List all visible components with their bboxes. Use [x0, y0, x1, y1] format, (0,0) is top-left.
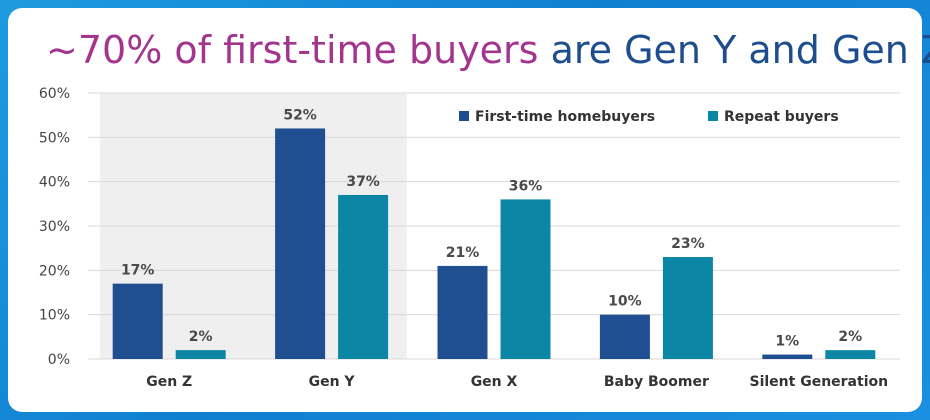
legend-swatch-first-time	[459, 111, 469, 121]
x-tick-label: Silent Generation	[750, 374, 889, 390]
y-tick-label: 40%	[39, 175, 70, 191]
bar-repeat	[338, 194, 389, 359]
y-tick-label: 30%	[39, 219, 70, 235]
x-tick-label: Baby Boomer	[604, 374, 709, 390]
legend-swatch-repeat	[708, 111, 718, 121]
legend-label-repeat: Repeat buyers	[724, 109, 839, 125]
data-label: 21%	[446, 245, 480, 261]
title-rest: are Gen Y and Gen Z	[538, 28, 930, 72]
x-tick-label: Gen Y	[309, 374, 356, 390]
y-tick-label: 20%	[39, 263, 70, 279]
data-label: 37%	[346, 174, 380, 190]
x-tick-label: Gen Z	[146, 374, 192, 390]
y-tick-label: 10%	[39, 308, 70, 324]
bar-first-time	[437, 265, 488, 359]
data-label: 17%	[121, 263, 155, 279]
bar-repeat	[825, 350, 876, 359]
data-label: 2%	[838, 329, 862, 345]
title-highlight: ~70% of first-time buyers	[46, 28, 539, 72]
bar-first-time	[112, 283, 163, 359]
data-label: 23%	[671, 236, 705, 252]
bar-first-time	[599, 314, 650, 359]
chart-title: ~70% of first-time buyers are Gen Y and …	[46, 26, 930, 74]
data-label: 1%	[775, 334, 799, 350]
data-label: 2%	[189, 329, 213, 345]
y-tick-label: 0%	[48, 352, 70, 368]
bar-repeat	[662, 257, 713, 359]
bar-repeat	[175, 350, 226, 359]
data-label: 36%	[509, 178, 543, 194]
bar-first-time	[275, 128, 326, 359]
x-tick-label: Gen X	[471, 374, 518, 390]
legend-label-first-time: First-time homebuyers	[475, 109, 655, 125]
y-tick-label: 50%	[39, 130, 70, 146]
data-label: 52%	[283, 107, 317, 123]
bar-repeat	[500, 199, 551, 359]
data-label: 10%	[608, 294, 642, 310]
y-tick-label: 60%	[39, 86, 70, 102]
bar-first-time	[762, 354, 813, 359]
